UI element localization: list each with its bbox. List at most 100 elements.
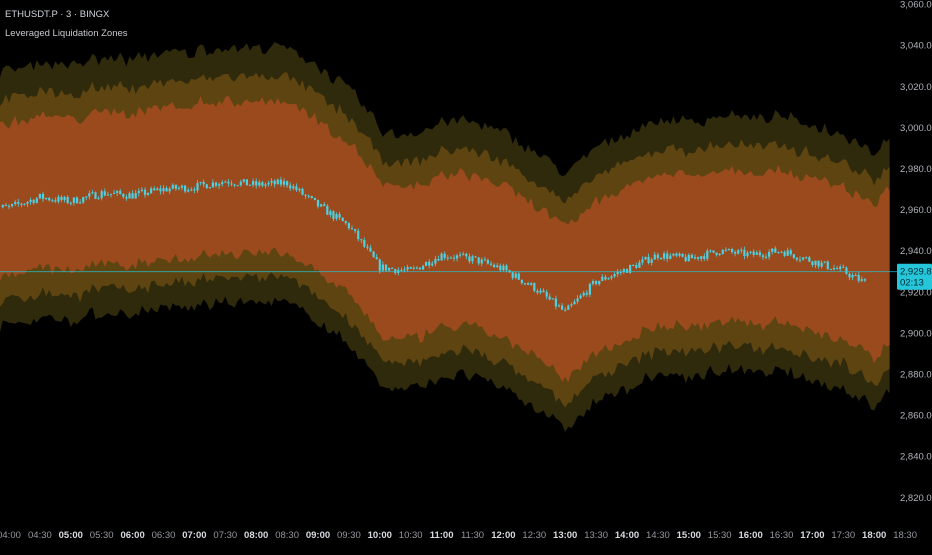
candle-body — [486, 260, 489, 264]
time-tick-label: 10:00 — [368, 530, 392, 541]
candle-body — [63, 197, 66, 201]
candle-body — [561, 305, 564, 310]
candle-body — [23, 203, 26, 205]
candle-body — [468, 256, 471, 262]
candle-body — [523, 283, 527, 285]
time-tick-label: 08:30 — [275, 530, 299, 541]
candle-body — [335, 214, 338, 219]
candle-body — [764, 256, 768, 258]
candle-body — [171, 184, 174, 189]
candle-body — [1, 205, 4, 208]
candle-body — [792, 254, 795, 258]
candle-body — [755, 252, 758, 255]
candle-body — [131, 193, 134, 199]
time-tick-label: 14:00 — [615, 530, 639, 541]
candle-body — [125, 196, 128, 199]
candle-body — [622, 269, 625, 272]
candle-body — [168, 188, 171, 192]
time-tick-label: 17:00 — [800, 530, 824, 541]
time-tick-label: 15:00 — [677, 530, 701, 541]
candle-body — [372, 251, 375, 258]
candle-body — [845, 267, 848, 274]
time-tick-label: 04:00 — [0, 530, 21, 541]
candle-body — [239, 181, 242, 186]
candle-body — [270, 180, 273, 183]
candle-body — [817, 260, 820, 267]
candle-body — [150, 188, 153, 193]
time-tick-label: 13:30 — [584, 530, 608, 541]
candle-body — [493, 264, 496, 268]
time-tick-label: 09:30 — [337, 530, 361, 541]
candle-body — [854, 275, 857, 276]
candle-body — [452, 257, 456, 259]
candle-body — [431, 263, 434, 266]
symbol-title[interactable]: ETHUSDT.P · 3 · BINGX — [5, 9, 110, 20]
time-tick-label: 06:00 — [120, 530, 144, 541]
candle-body — [690, 254, 693, 259]
candle-body — [573, 301, 576, 305]
candle-body — [199, 182, 202, 183]
candle-body — [557, 305, 561, 307]
price-tick-label: 2,820.00 — [900, 493, 932, 504]
price-tick-label: 3,060.00 — [900, 0, 932, 11]
candle-body — [193, 189, 196, 191]
candle-body — [258, 182, 261, 186]
last-price-label: 2,929.80 02:13 — [897, 263, 932, 290]
candle-body — [465, 253, 468, 257]
candle-body — [848, 273, 851, 278]
candle-body — [483, 259, 486, 261]
candle-body — [264, 184, 267, 186]
candle-body — [347, 223, 350, 229]
candle-body — [134, 193, 137, 199]
candle-body — [381, 264, 384, 271]
zone-inner — [0, 95, 890, 383]
candle-body — [384, 264, 388, 271]
candle-body — [613, 274, 616, 277]
candle-body — [798, 259, 802, 261]
candle-body — [715, 252, 718, 255]
candle-body — [536, 290, 539, 293]
candle-body — [357, 230, 360, 240]
candle-body — [471, 256, 474, 262]
candle-body — [446, 257, 449, 259]
candle-body — [208, 187, 211, 189]
time-tick-label: 16:30 — [770, 530, 794, 541]
candle-body — [267, 182, 270, 185]
candle-body — [700, 256, 703, 259]
candle-body — [255, 181, 258, 186]
candle-body — [236, 185, 239, 187]
candle-body — [678, 253, 681, 256]
candle-body — [295, 186, 298, 191]
candle-body — [428, 261, 431, 266]
candle-body — [802, 257, 805, 260]
candle-body — [363, 240, 366, 247]
candle-body — [836, 268, 839, 270]
candle-body — [174, 184, 177, 189]
candle-body — [650, 259, 653, 263]
candle-body — [585, 292, 588, 295]
candle-body — [202, 182, 205, 185]
candle-body — [146, 193, 150, 195]
indicator-label[interactable]: Leveraged Liquidation Zones — [5, 28, 128, 39]
candle-body — [758, 252, 761, 256]
candle-body — [369, 247, 372, 252]
candle-body — [69, 202, 72, 204]
candle-body — [85, 196, 88, 198]
candle-body — [591, 281, 595, 284]
candle-body — [415, 267, 418, 269]
price-tick-label: 2,880.00 — [900, 370, 932, 381]
candle-body — [851, 275, 854, 278]
candle-body — [579, 295, 582, 299]
candle-body — [693, 257, 697, 259]
time-axis[interactable]: 04:00 04:30 05:00 05:30 06:00 06:30 07:00 07:30… — [0, 530, 917, 541]
candle-body — [422, 265, 425, 270]
candle-body — [88, 193, 91, 197]
time-tick-label: 05:00 — [59, 530, 83, 541]
candle-body — [582, 292, 585, 296]
candle-body — [307, 195, 310, 197]
candle-body — [477, 257, 480, 264]
price-axis[interactable]: 2,820.00 2,840.00 2,860.00 2,880.00 2,900.00… — [900, 0, 932, 504]
candle-body — [360, 239, 363, 241]
